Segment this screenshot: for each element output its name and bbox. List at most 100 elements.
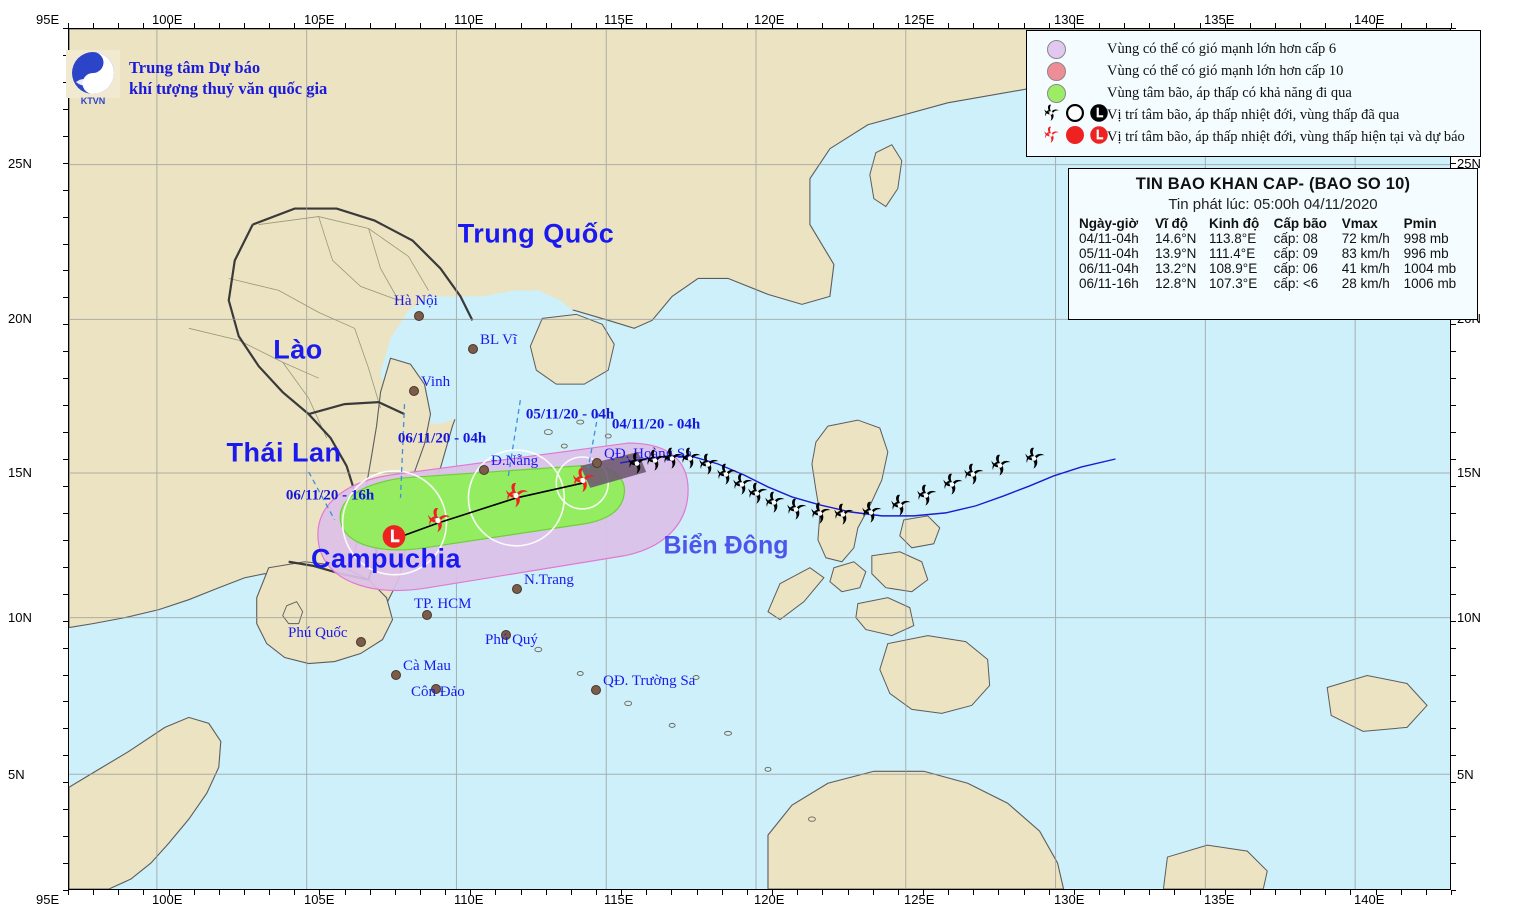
past-position-cyclone-icon [744, 481, 770, 512]
lon-tick [1048, 23, 1050, 28]
forecast-cell: 83 km/h [1341, 246, 1390, 261]
lon-tick [948, 890, 950, 895]
lon-tick [998, 890, 1000, 895]
open-circle-icon [1065, 125, 1085, 150]
lon-tick [1249, 890, 1251, 895]
lat-tick [63, 620, 68, 622]
legend-label: Vùng có thể có gió mạnh lớn hơn cấp 10 [1107, 62, 1344, 79]
lon-tick [1400, 890, 1402, 895]
cyclone-black-trio [1041, 103, 1108, 128]
past-position-cyclone-icon [807, 501, 833, 532]
past-position-cyclone-icon [1021, 446, 1047, 477]
lon-tick-label-bottom: 130E [1054, 892, 1085, 907]
lon-tick [1274, 890, 1276, 895]
lon-tick [570, 23, 572, 28]
city-marker-dot [501, 630, 511, 640]
city-label: Vinh [421, 374, 451, 390]
circle-swatch-red [1047, 61, 1066, 81]
lon-tick-label-bottom: 120E [754, 892, 785, 907]
lon-tick-label-bottom: 115E [604, 892, 634, 907]
past-position-cyclone-icon [624, 451, 650, 482]
lon-tick-label-top: 120E [754, 12, 785, 27]
lon-tick [93, 890, 95, 895]
forecast-column-header: Ngày-giờ [1079, 216, 1139, 231]
past-position-cyclone-icon [887, 493, 913, 524]
lon-tick [394, 23, 396, 28]
city-marker-dot [422, 610, 432, 620]
open-circle-icon [1065, 103, 1085, 128]
legend-row: Vùng tâm bão, áp thấp có khả năng đi qua [1027, 82, 1480, 104]
lat-tick [1451, 836, 1456, 838]
legend-row: Vùng có thể có gió mạnh lớn hơn cấp 10 [1027, 60, 1480, 82]
lat-tick [63, 378, 68, 380]
lat-tick [1451, 162, 1456, 164]
lon-tick [143, 23, 145, 28]
lon-tick [1073, 890, 1075, 895]
forecast-column-header: Vmax [1341, 216, 1378, 231]
agency-name-line1: Trung tâm Dự báo [129, 57, 261, 77]
lat-tick [63, 863, 68, 865]
lat-tick [63, 809, 68, 811]
lon-tick [1174, 890, 1176, 895]
lat-tick [63, 243, 68, 245]
legend-label: Vị trí tâm bão, áp thấp nhiệt đới, vùng … [1107, 128, 1465, 145]
lat-tick [63, 432, 68, 434]
lat-tick [63, 108, 68, 110]
lat-tick [63, 405, 68, 407]
forecast-position-low-icon [381, 524, 407, 555]
lon-tick [596, 23, 598, 28]
lon-tick [118, 890, 120, 895]
circle-swatch-red [1041, 61, 1107, 81]
lon-tick [545, 23, 547, 28]
lon-tick [1274, 23, 1276, 28]
lon-tick [1224, 890, 1226, 895]
lon-tick [118, 23, 120, 28]
city-marker-dot [512, 584, 522, 594]
city-marker-dot [591, 685, 601, 695]
lon-tick [1325, 890, 1327, 895]
lat-tick [63, 728, 68, 730]
forecast-table-row: 06/11-04h 13.2°N 108.9°E cấp: 06 41 km/h 1004… [1077, 261, 1469, 276]
city-marker-dot [479, 465, 489, 475]
cyclone-icon [1041, 103, 1061, 128]
lon-tick [1073, 23, 1075, 28]
lon-tick [319, 23, 321, 28]
lat-tick [1451, 539, 1456, 541]
lon-tick [797, 890, 799, 895]
forecast-column-header: Vĩ độ [1154, 216, 1188, 231]
lon-tick [470, 890, 472, 895]
lat-tick [1451, 566, 1456, 568]
lon-tick [847, 23, 849, 28]
legend-row: Vùng có thể có gió mạnh lớn hơn cấp 6 [1027, 38, 1480, 60]
lon-tick [143, 890, 145, 895]
circle-swatch-green [1041, 83, 1107, 103]
lon-tick [495, 23, 497, 28]
city-label: Đ.Nẵng [491, 453, 539, 469]
lon-tick-label-top: 95E [36, 12, 60, 27]
agency-name-line2: khí tượng thuỷ văn quốc gia [129, 79, 328, 98]
past-position-cyclone-icon [729, 472, 755, 503]
ktvn-emblem-icon: KTVN [66, 50, 120, 106]
lon-tick [797, 23, 799, 28]
lat-tick [1451, 782, 1456, 784]
past-position-cyclone-icon [713, 462, 739, 493]
past-position-cyclone-icon [677, 446, 703, 477]
past-position-cyclone-icon [761, 490, 787, 521]
city-label: QĐ. Trường Sa [603, 673, 696, 689]
lat-tick [63, 135, 68, 137]
past-position-cyclone-icon [987, 453, 1013, 484]
lat-tick [1451, 809, 1456, 811]
lat-tick [1451, 485, 1456, 487]
lon-tick [168, 890, 170, 895]
forecast-cell: 05/11-04h [1079, 246, 1139, 261]
lon-tick [1300, 23, 1302, 28]
past-position-cyclone-icon [960, 462, 986, 493]
lon-tick [696, 23, 698, 28]
circle-swatch-green [1047, 83, 1066, 103]
country-label: Trung Quốc [457, 218, 615, 249]
lon-tick [1224, 23, 1226, 28]
legend-label: Vùng tâm bão, áp thấp có khả năng đi qua [1107, 84, 1352, 101]
lon-tick [294, 890, 296, 895]
forecast-table-header: Ngày-giờ Vĩ độ Kinh độ Cấp bão Vmax Pmin [1077, 216, 1469, 231]
lon-tick-label-top: 135E [1204, 12, 1235, 27]
